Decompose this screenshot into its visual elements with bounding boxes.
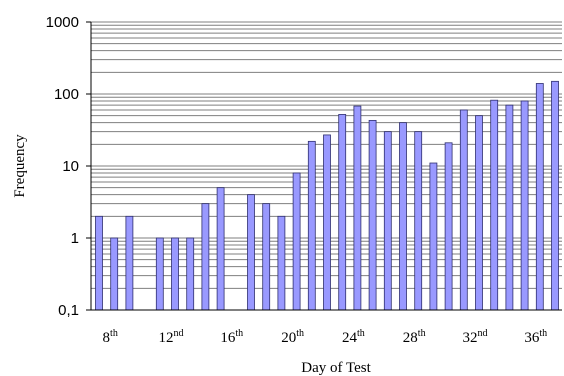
bars (95, 80, 559, 311)
bar (353, 105, 362, 311)
y-tick-label: 1 (71, 230, 79, 247)
y-axis-title: Frequency (12, 134, 28, 198)
bar (216, 187, 225, 311)
bar (262, 203, 271, 311)
bar (201, 203, 210, 311)
bar (459, 109, 468, 311)
bar (383, 131, 392, 311)
bar (444, 142, 453, 311)
bar (292, 172, 301, 311)
bar (399, 122, 407, 311)
bar (338, 114, 347, 311)
y-tick-label: 0,1 (58, 302, 79, 319)
bar (171, 237, 179, 311)
bar (277, 215, 286, 311)
bar (155, 237, 164, 311)
x-tick-label: 8th (103, 328, 118, 346)
y-tick-label: 1000 (46, 14, 79, 31)
bar (307, 140, 316, 311)
x-tick-label: 32nd (463, 328, 488, 346)
x-tick-label: 24th (342, 328, 365, 346)
x-tick-label: 16th (220, 328, 243, 346)
bar (551, 80, 559, 311)
bar (368, 119, 377, 311)
y-tick-labels: 1000 100 10 1 0,1 (46, 14, 91, 319)
bar (535, 83, 544, 311)
bar (95, 215, 103, 311)
bar (125, 215, 134, 311)
x-tick-labels: 8th 12nd 16th 20th 24th 28th 32nd 36th (103, 328, 548, 346)
bar (429, 162, 438, 311)
bar (414, 131, 423, 311)
x-tick-label: 28th (403, 328, 426, 346)
x-tick-label: 20th (281, 328, 304, 346)
bar (520, 100, 529, 311)
bar (475, 115, 483, 311)
bar (490, 99, 499, 311)
bar (505, 104, 514, 311)
bar (186, 237, 195, 311)
x-axis-title: Day of Test (301, 360, 371, 376)
x-tick-label: 12nd (159, 328, 184, 346)
y-tick-label: 100 (54, 86, 79, 103)
bar (110, 237, 119, 311)
bar (323, 134, 331, 311)
y-tick-label: 10 (62, 158, 79, 175)
x-tick-label: 36th (524, 328, 547, 346)
bar (247, 194, 255, 311)
